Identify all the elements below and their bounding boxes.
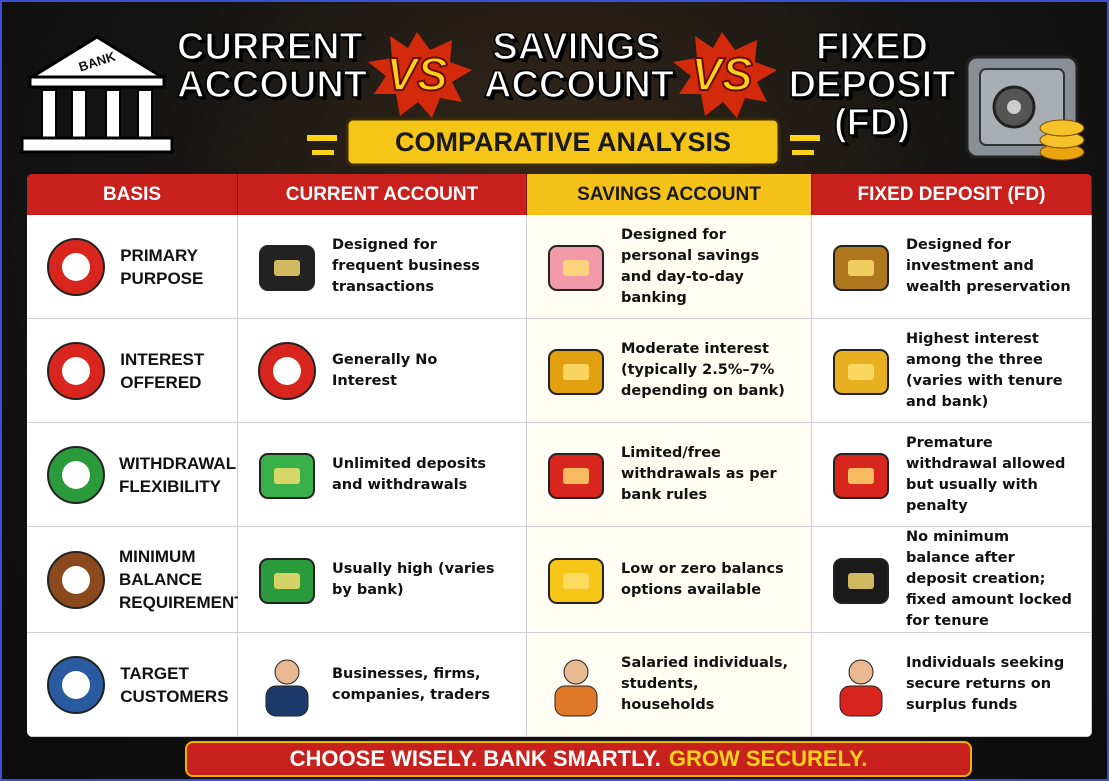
cell-icon xyxy=(265,659,309,716)
cell-text: Moderate interest (typically 2.5%–7% dep… xyxy=(621,341,785,399)
bank-icon xyxy=(20,35,174,154)
cell-icon xyxy=(47,550,105,609)
table-cell: TARGET CUSTOMERS xyxy=(27,633,238,737)
column-header: SAVINGS ACCOUNT xyxy=(527,174,812,215)
basis-label: TARGET CUSTOMERS xyxy=(120,663,229,706)
cell-text: Usually high (varies by bank) xyxy=(332,560,495,598)
table-cell: Designed for personal savings and day-to… xyxy=(527,215,812,319)
safe-icon xyxy=(965,55,1085,161)
cell-icon xyxy=(47,655,105,714)
cell-icon xyxy=(548,452,604,499)
title-part: FIXED DEPOSIT (FD) xyxy=(788,26,956,144)
cell-text: Salaried individuals, students, househol… xyxy=(621,655,789,713)
cell-icon xyxy=(548,557,604,604)
table-cell: PRIMARY PURPOSE xyxy=(27,215,238,319)
footer-text: CHOOSE WISELY. BANK SMARTLY. xyxy=(289,746,661,771)
table-cell: MINIMUM BALANCE REQUIREMENT xyxy=(27,527,245,633)
cell-text: Premature withdrawal allowed but usually… xyxy=(906,434,1066,514)
basis-label: MINIMUM BALANCE REQUIREMENT xyxy=(119,547,245,612)
title-part: SAVINGS ACCOUNT xyxy=(483,26,674,106)
basis-label: WITHDRAWAL FLEXIBILITY xyxy=(119,453,236,496)
cell-text: Low or zero balancs options available xyxy=(621,560,784,598)
table-cell: Limited/free withdrawals as per bank rul… xyxy=(527,423,812,527)
table-cell: Designed for frequent business transacti… xyxy=(238,215,527,319)
table-cell: Generally No Interest xyxy=(238,319,527,423)
pill-accents xyxy=(307,135,820,155)
cell-text: Generally No Interest xyxy=(332,351,438,389)
cell-text: No minimum balance after deposit creatio… xyxy=(906,529,1072,629)
cell-text: Individuals seeking secure returns on su… xyxy=(906,655,1065,713)
cell-icon xyxy=(833,452,889,499)
cell-text: Limited/free withdrawals as per bank rul… xyxy=(621,445,777,503)
cell-icon xyxy=(259,452,315,499)
cell-text: Designed for investment and wealth prese… xyxy=(906,237,1071,295)
title-vs: VS xyxy=(690,47,753,101)
cell-icon xyxy=(258,341,316,400)
basis-label: PRIMARY PURPOSE xyxy=(120,245,204,288)
title-vs: VS xyxy=(385,47,448,101)
table-cell: Unlimited deposits and withdrawals xyxy=(238,423,527,527)
cell-icon xyxy=(839,659,883,716)
header-art xyxy=(20,32,1085,167)
table-cell: Individuals seeking secure returns on su… xyxy=(812,633,1092,737)
cell-icon xyxy=(47,445,105,504)
cell-text: Unlimited deposits and withdrawals xyxy=(332,455,487,493)
subtitle: COMPARATIVE ANALYSIS xyxy=(394,127,732,157)
footer-banner: CHOOSE WISELY. BANK SMARTLY. GROW SECURE… xyxy=(185,741,972,777)
cell-icon xyxy=(554,659,598,716)
footer-highlight: GROW SECURELY. xyxy=(668,746,868,771)
title-part: CURRENT ACCOUNT xyxy=(176,26,367,106)
cell-icon xyxy=(548,244,604,291)
subtitle-pill xyxy=(345,117,781,167)
table-cell: Businesses, firms, companies, traders xyxy=(238,633,527,737)
cell-icon xyxy=(47,237,105,296)
table-cell: Moderate interest (typically 2.5%–7% dep… xyxy=(527,319,812,423)
column-header: FIXED DEPOSIT (FD) xyxy=(812,174,1092,215)
table-cell: Premature withdrawal allowed but usually… xyxy=(812,423,1092,527)
table-cell: Low or zero balancs options available xyxy=(527,527,812,633)
cell-icon xyxy=(259,557,315,604)
cell-icon xyxy=(833,348,889,395)
cell-icon xyxy=(548,348,604,395)
cell-text: Businesses, firms, companies, traders xyxy=(332,665,491,703)
vs-burst xyxy=(368,32,472,118)
cell-icon xyxy=(833,244,889,291)
cell-icon xyxy=(833,557,889,604)
table-cell: INTEREST OFFERED xyxy=(27,319,238,423)
cell-text: Designed for frequent business transacti… xyxy=(332,237,480,295)
cell-text: Highest interest among the three (varies… xyxy=(906,330,1063,410)
table-cell: No minimum balance after deposit creatio… xyxy=(812,527,1092,633)
comparison-table: BASIS CURRENT ACCOUNT SAVINGS ACCOUNT FIXED… xyxy=(27,174,1092,737)
cell-icon xyxy=(259,244,315,291)
vs-burst xyxy=(673,32,777,118)
column-header: BASIS xyxy=(27,174,238,215)
table-cell: WITHDRAWAL FLEXIBILITY xyxy=(27,423,238,527)
table-cell: Designed for investment and wealth prese… xyxy=(812,215,1092,319)
cell-text: Designed for personal savings and day-to… xyxy=(621,226,760,306)
table-cell: Usually high (varies by bank) xyxy=(238,527,527,633)
basis-label: INTEREST OFFERED xyxy=(120,349,205,392)
table-cell: Highest interest among the three (varies… xyxy=(812,319,1092,423)
cell-icon xyxy=(47,341,105,400)
table-cell: Salaried individuals, students, househol… xyxy=(527,633,812,737)
column-header: CURRENT ACCOUNT xyxy=(238,174,527,215)
